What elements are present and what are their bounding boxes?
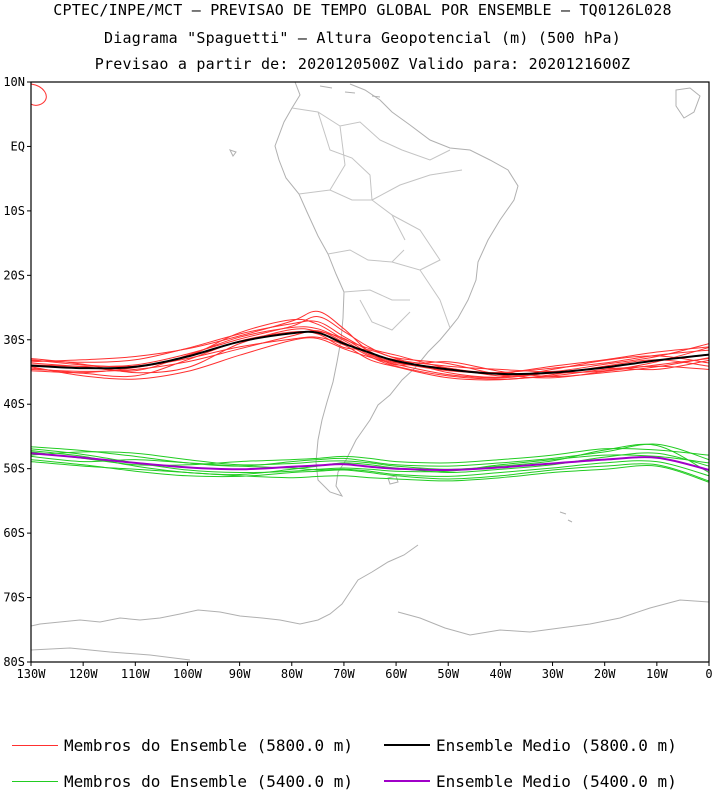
member-5400-line bbox=[31, 448, 709, 474]
member-5400-line bbox=[31, 443, 709, 473]
lon-tick-label: 50W bbox=[437, 667, 459, 681]
forecast-validity: Previsao a partir de: 2020120500Z Valido… bbox=[94, 55, 631, 73]
lat-tick-label: 40S bbox=[3, 397, 25, 411]
lat-tick-label: 20S bbox=[3, 268, 25, 282]
weddell-coast bbox=[397, 599, 709, 636]
coastlines bbox=[31, 82, 709, 661]
ross-coast bbox=[31, 647, 191, 661]
member-5800-line bbox=[31, 318, 709, 374]
lat-tick-label: 80S bbox=[3, 655, 25, 669]
lon-tick-label: 40W bbox=[490, 667, 512, 681]
lat-tick-label: EQ bbox=[11, 139, 25, 153]
spaghetti-map: 10N EQ 10S 20S 30S 40S 50S 60S 70S 80S 130W 120W 11… bbox=[3, 75, 712, 681]
member-5400-line bbox=[31, 461, 709, 483]
lon-tick-label: 60W bbox=[385, 667, 407, 681]
lat-tick-label: 10S bbox=[3, 204, 25, 218]
antarctic-peninsula-coast bbox=[31, 544, 419, 627]
lat-tick-label: 60S bbox=[3, 526, 25, 540]
legend-member-5400: Membros do Ensemble (5400.0 m) bbox=[12, 770, 353, 792]
legend-label: Ensemble Medio (5400.0 m) bbox=[436, 771, 677, 791]
member-5800-line bbox=[31, 316, 709, 379]
member-5400-line bbox=[31, 455, 709, 477]
lon-tick-label: 120W bbox=[69, 667, 99, 681]
member-5400-line bbox=[31, 459, 709, 482]
legend-label: Membros do Ensemble (5400.0 m) bbox=[64, 771, 353, 791]
caribbean-islands bbox=[319, 85, 381, 98]
member-5800-line bbox=[31, 328, 709, 374]
legend-label: Ensemble Medio (5800.0 m) bbox=[436, 735, 677, 755]
lon-tick-label: 10W bbox=[646, 667, 668, 681]
legend-swatch-mean-5800 bbox=[384, 744, 430, 746]
south-georgia-island bbox=[559, 511, 573, 523]
mean-5800-line bbox=[31, 330, 709, 376]
lat-tick-label: 50S bbox=[3, 462, 25, 476]
lon-tick-label: 100W bbox=[173, 667, 203, 681]
legend-swatch-member-5400 bbox=[12, 780, 58, 782]
country-borders bbox=[291, 107, 463, 331]
lon-tick-label: 30W bbox=[542, 667, 564, 681]
legend-mean-5400: Ensemble Medio (5400.0 m) bbox=[384, 770, 677, 792]
legend-member-5800: Membros do Ensemble (5800.0 m) bbox=[12, 734, 353, 756]
lat-tick-label: 10N bbox=[3, 75, 25, 89]
lon-tick-label: 20W bbox=[594, 667, 616, 681]
mean-5400-line bbox=[31, 452, 709, 472]
legend-label: Membros do Ensemble (5800.0 m) bbox=[64, 735, 353, 755]
tristan-island bbox=[675, 87, 701, 119]
plot-frame bbox=[30, 81, 710, 663]
legend-swatch-mean-5400 bbox=[384, 780, 430, 782]
member-5800-line bbox=[31, 330, 709, 380]
lon-tick-label: 130W bbox=[17, 667, 47, 681]
map-title: CPTEC/INPE/MCT — PREVISAO DE TEMPO GLOBA… bbox=[53, 1, 672, 19]
member-5800-line bbox=[31, 336, 709, 381]
lon-tick-label: 0 bbox=[705, 667, 712, 681]
lat-tick-label: 30S bbox=[3, 333, 25, 347]
legend-mean-5800: Ensemble Medio (5800.0 m) bbox=[384, 734, 677, 756]
falkland-islands bbox=[387, 475, 399, 485]
south-america-coast bbox=[274, 82, 519, 497]
map-subtitle: Diagrama "Spaguetti" — Altura Geopotenci… bbox=[104, 29, 621, 47]
lon-tick-label: 110W bbox=[121, 667, 151, 681]
lon-tick-label: 80W bbox=[281, 667, 303, 681]
member-5800-contour-fragment bbox=[31, 83, 47, 106]
lon-tick-label: 90W bbox=[229, 667, 251, 681]
member-5800-line bbox=[31, 310, 709, 373]
galapagos-islands bbox=[229, 149, 237, 157]
member-5800-line bbox=[31, 337, 709, 380]
legend-swatch-member-5800 bbox=[12, 744, 58, 746]
lon-tick-label: 70W bbox=[333, 667, 355, 681]
lat-tick-label: 70S bbox=[3, 591, 25, 605]
